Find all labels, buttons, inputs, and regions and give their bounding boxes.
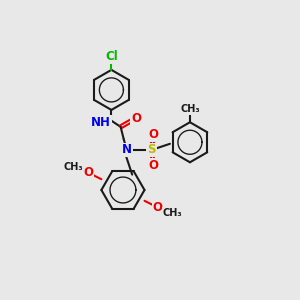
Text: O: O (148, 159, 158, 172)
Text: O: O (153, 201, 163, 214)
Text: N: N (122, 143, 132, 157)
Text: S: S (147, 143, 156, 157)
Text: CH₃: CH₃ (180, 104, 200, 114)
Text: Cl: Cl (105, 50, 118, 63)
Text: O: O (148, 128, 158, 141)
Text: CH₃: CH₃ (162, 208, 182, 218)
Text: O: O (131, 112, 141, 125)
Text: NH: NH (91, 116, 111, 129)
Text: CH₃: CH₃ (64, 162, 83, 172)
Text: O: O (83, 166, 93, 179)
